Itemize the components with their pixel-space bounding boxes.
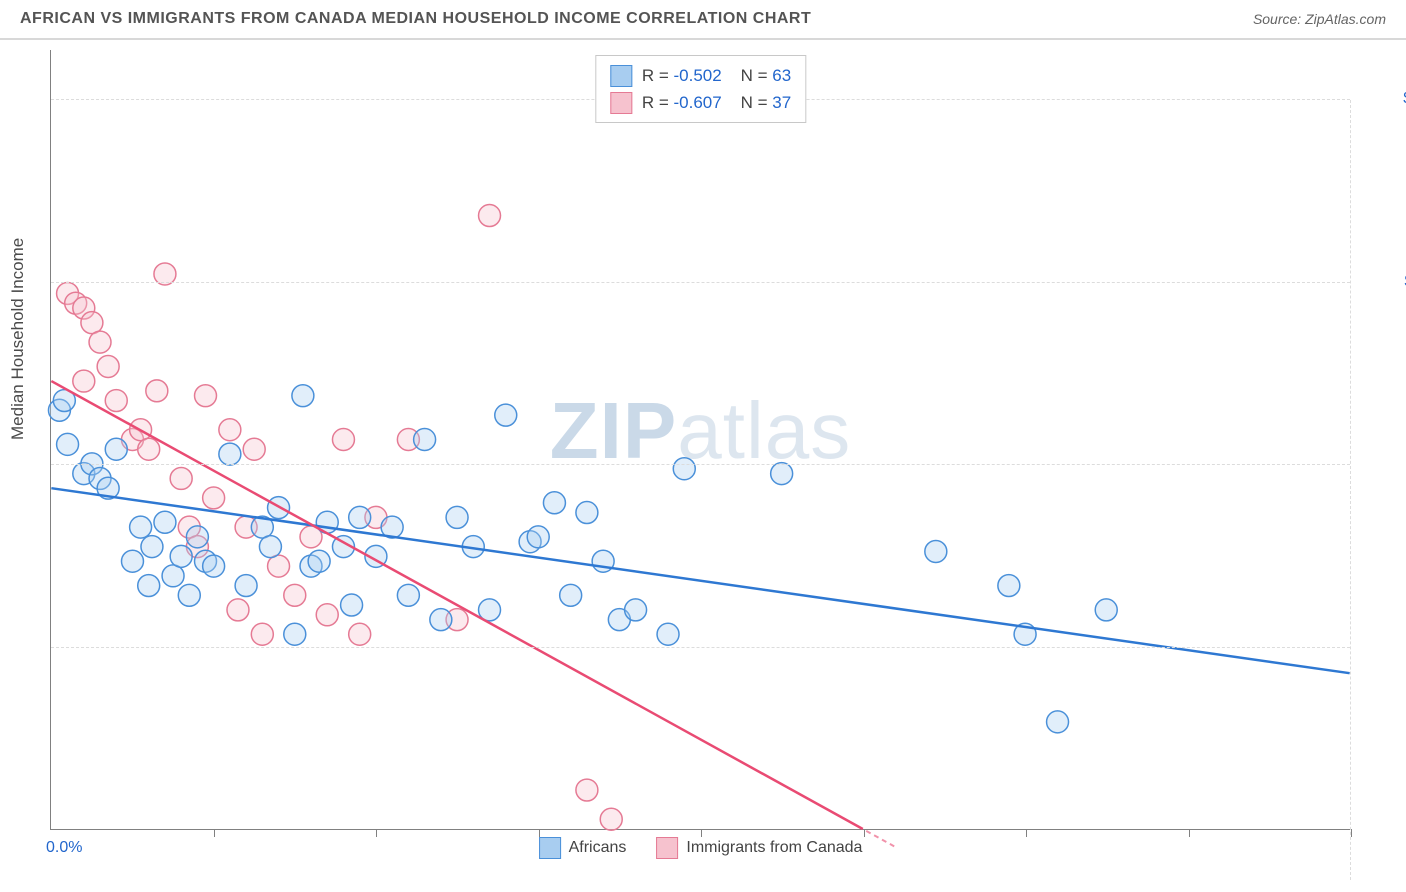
data-point	[89, 331, 111, 353]
data-point	[203, 555, 225, 577]
legend-stats: R = -0.502 N = 63 R = -0.607 N = 37	[595, 55, 806, 123]
data-point	[203, 487, 225, 509]
data-point	[341, 594, 363, 616]
data-point	[1047, 711, 1069, 733]
data-point	[170, 545, 192, 567]
data-point	[397, 584, 419, 606]
data-point	[97, 355, 119, 377]
data-point	[284, 584, 306, 606]
data-point	[141, 536, 163, 558]
legend-stats-row-0: R = -0.502 N = 63	[610, 62, 791, 89]
legend-swatch-africans	[610, 65, 632, 87]
data-point	[259, 536, 281, 558]
data-point	[446, 506, 468, 528]
data-point	[349, 506, 371, 528]
x-tick	[376, 829, 377, 837]
data-point	[178, 584, 200, 606]
gridline	[51, 282, 1350, 283]
data-point	[308, 550, 330, 572]
data-point	[219, 443, 241, 465]
y-axis-title: Median Household Income	[8, 238, 28, 440]
data-point	[527, 526, 549, 548]
x-tick	[701, 829, 702, 837]
data-point	[154, 511, 176, 533]
legend-swatch-bottom-africans	[539, 837, 561, 859]
data-point	[251, 623, 273, 645]
data-point	[195, 385, 217, 407]
data-point	[121, 550, 143, 572]
x-tick	[864, 829, 865, 837]
data-point	[162, 565, 184, 587]
data-point	[138, 575, 160, 597]
data-point	[219, 419, 241, 441]
data-point	[414, 429, 436, 451]
legend-series-africans: Africans	[539, 837, 627, 859]
data-point	[495, 404, 517, 426]
data-point	[73, 370, 95, 392]
legend-series: Africans Immigrants from Canada	[539, 837, 863, 859]
data-point	[105, 390, 127, 412]
data-point	[292, 385, 314, 407]
legend-stats-text-0: R = -0.502 N = 63	[642, 62, 791, 89]
legend-swatch-bottom-immigrants	[656, 837, 678, 859]
x-tick	[1351, 829, 1352, 837]
chart-source: Source: ZipAtlas.com	[1253, 11, 1386, 27]
x-tick	[1189, 829, 1190, 837]
x-tick	[539, 829, 540, 837]
plot-area: ZIPatlas R = -0.502 N = 63 R = -0.607 N …	[50, 50, 1350, 830]
data-point	[138, 438, 160, 460]
data-point	[243, 438, 265, 460]
y-axis-label: $75,000	[1360, 455, 1406, 473]
gridline	[51, 647, 1350, 648]
data-point	[316, 604, 338, 626]
data-point	[81, 312, 103, 334]
chart-svg	[51, 50, 1350, 829]
data-point	[543, 492, 565, 514]
data-point	[673, 458, 695, 480]
y-axis-label: $112,500	[1360, 273, 1406, 291]
data-point	[284, 623, 306, 645]
data-point	[925, 540, 947, 562]
data-point	[186, 526, 208, 548]
data-point	[998, 575, 1020, 597]
trend-line-extrapolated	[717, 748, 896, 847]
gridline	[51, 464, 1350, 465]
data-point	[657, 623, 679, 645]
legend-stats-text-1: R = -0.607 N = 37	[642, 89, 791, 116]
data-point	[332, 429, 354, 451]
data-point	[235, 575, 257, 597]
y-axis-label: $150,000	[1360, 90, 1406, 108]
data-point	[130, 516, 152, 538]
data-point	[170, 467, 192, 489]
data-point	[600, 808, 622, 830]
data-point	[430, 609, 452, 631]
data-point	[560, 584, 582, 606]
data-point	[625, 599, 647, 621]
data-point	[1095, 599, 1117, 621]
legend-series-immigrants: Immigrants from Canada	[656, 837, 862, 859]
x-axis-min-label: 0.0%	[46, 839, 82, 857]
data-point	[349, 623, 371, 645]
data-point	[576, 779, 598, 801]
data-point	[479, 205, 501, 227]
plot-right-border	[1350, 100, 1351, 880]
data-point	[268, 555, 290, 577]
data-point	[771, 463, 793, 485]
x-tick	[214, 829, 215, 837]
data-point	[57, 433, 79, 455]
data-point	[146, 380, 168, 402]
data-point	[576, 502, 598, 524]
chart-title: AFRICAN VS IMMIGRANTS FROM CANADA MEDIAN…	[20, 10, 811, 28]
y-axis-label: $37,500	[1360, 638, 1406, 656]
data-point	[105, 438, 127, 460]
chart-header: AFRICAN VS IMMIGRANTS FROM CANADA MEDIAN…	[0, 0, 1406, 40]
x-tick	[1026, 829, 1027, 837]
legend-swatch-immigrants	[610, 92, 632, 114]
legend-stats-row-1: R = -0.607 N = 37	[610, 89, 791, 116]
data-point	[227, 599, 249, 621]
